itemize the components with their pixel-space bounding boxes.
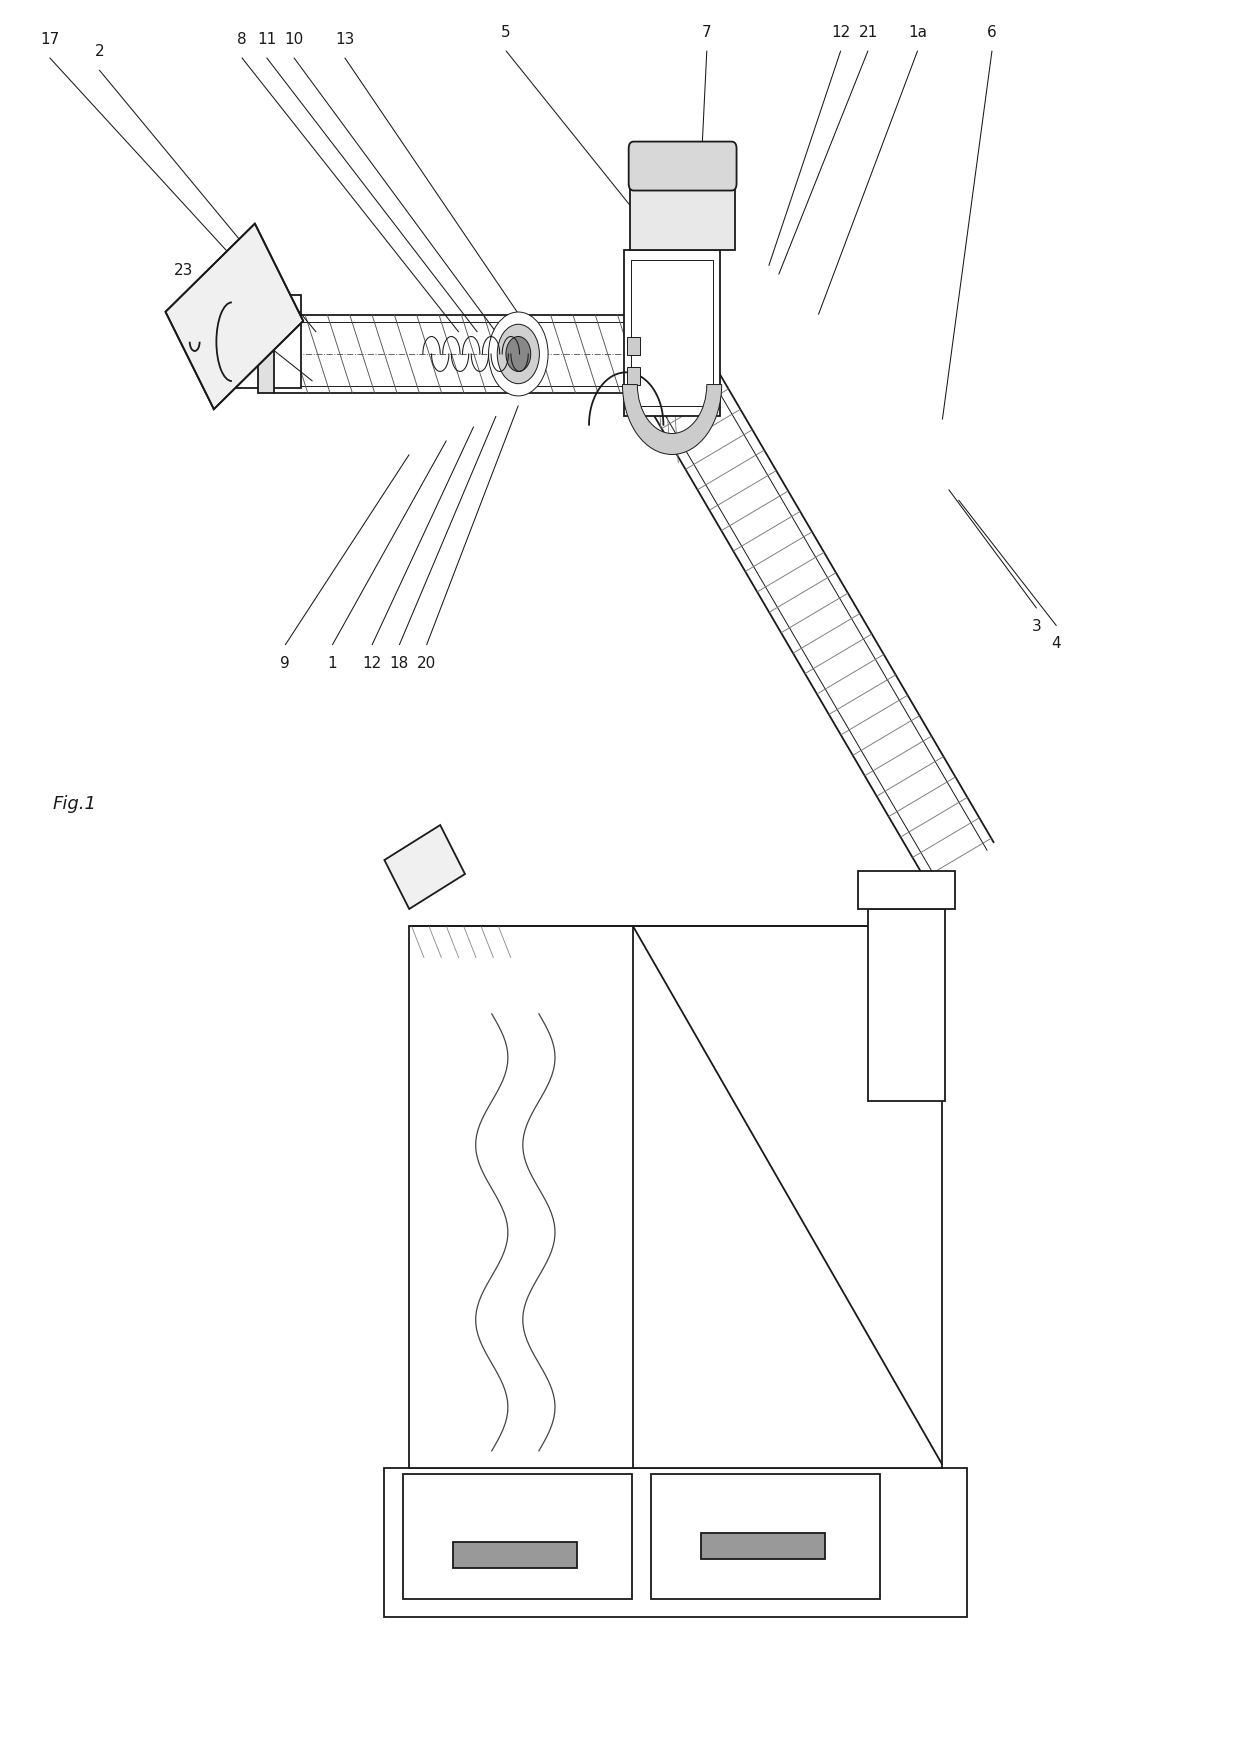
Text: 18: 18 (389, 656, 409, 671)
Text: Fig.1: Fig.1 (52, 795, 95, 813)
Text: 11: 11 (257, 31, 277, 47)
FancyBboxPatch shape (629, 142, 737, 191)
Text: 12: 12 (831, 24, 851, 40)
Text: 9: 9 (280, 656, 290, 671)
Bar (651, 1474, 880, 1599)
Text: 3: 3 (1032, 619, 1042, 635)
Circle shape (506, 336, 531, 372)
Bar (701, 1533, 825, 1559)
Text: 5: 5 (501, 24, 511, 40)
Bar (217, 295, 301, 388)
Text: 6: 6 (987, 24, 997, 40)
Text: 12: 12 (362, 656, 382, 671)
Text: 13: 13 (335, 31, 355, 47)
Bar (409, 926, 942, 1468)
Polygon shape (384, 825, 465, 909)
Bar (627, 337, 640, 355)
Bar (384, 1468, 967, 1617)
Wedge shape (622, 385, 722, 454)
Text: 17: 17 (40, 31, 60, 47)
Text: 4: 4 (1052, 636, 1061, 652)
Text: 1: 1 (327, 656, 337, 671)
Bar (858, 871, 955, 909)
Bar (453, 1542, 577, 1568)
Text: 8: 8 (237, 31, 247, 47)
Bar (868, 909, 945, 1101)
Text: 23: 23 (174, 264, 193, 278)
Bar (624, 250, 720, 416)
Bar (631, 260, 713, 406)
Bar (403, 1474, 632, 1599)
Bar (627, 367, 640, 385)
Text: 20: 20 (417, 656, 436, 671)
Text: 2: 2 (94, 44, 104, 59)
Bar (630, 184, 735, 250)
Text: 1a: 1a (908, 24, 928, 40)
Text: 10: 10 (284, 31, 304, 47)
Circle shape (497, 325, 539, 383)
Bar (258, 315, 274, 393)
Circle shape (489, 311, 548, 397)
Text: 7: 7 (702, 24, 712, 40)
Text: 21: 21 (858, 24, 878, 40)
Polygon shape (165, 224, 304, 409)
